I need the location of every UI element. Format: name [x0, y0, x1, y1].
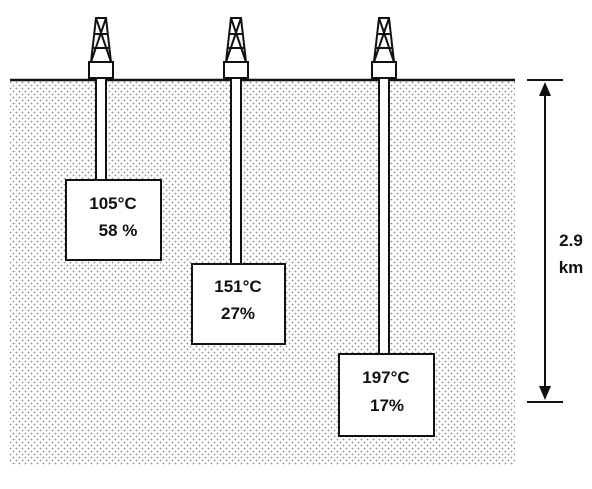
well-temperature: 197°C: [362, 368, 409, 387]
well-percentage: 27%: [221, 304, 255, 323]
well-1: 105°C 58 %: [65, 17, 162, 261]
borehole: [230, 77, 242, 265]
well-percentage: 58 %: [99, 221, 138, 240]
drilling-rig-icon: [371, 17, 397, 79]
depth-value: 2.9: [559, 231, 583, 250]
well-percentage: 17%: [370, 396, 404, 415]
well-3: 197°C 17%: [338, 17, 435, 437]
depth-unit: km: [559, 258, 584, 277]
well-info-box: [65, 179, 162, 261]
borehole: [378, 77, 390, 355]
depth-scale: 2.9 km: [527, 79, 590, 403]
well-temperature: 105°C: [89, 194, 136, 213]
arrow-up-icon: [539, 82, 551, 96]
borehole: [95, 77, 107, 181]
drilling-rig-icon: [88, 17, 114, 79]
arrow-down-icon: [539, 386, 551, 400]
well-2: 151°C 27%: [191, 17, 286, 345]
drilling-rig-icon: [223, 17, 249, 79]
well-info-box: [338, 353, 435, 437]
well-temperature: 151°C: [214, 277, 261, 296]
well-info-box: [191, 263, 286, 345]
